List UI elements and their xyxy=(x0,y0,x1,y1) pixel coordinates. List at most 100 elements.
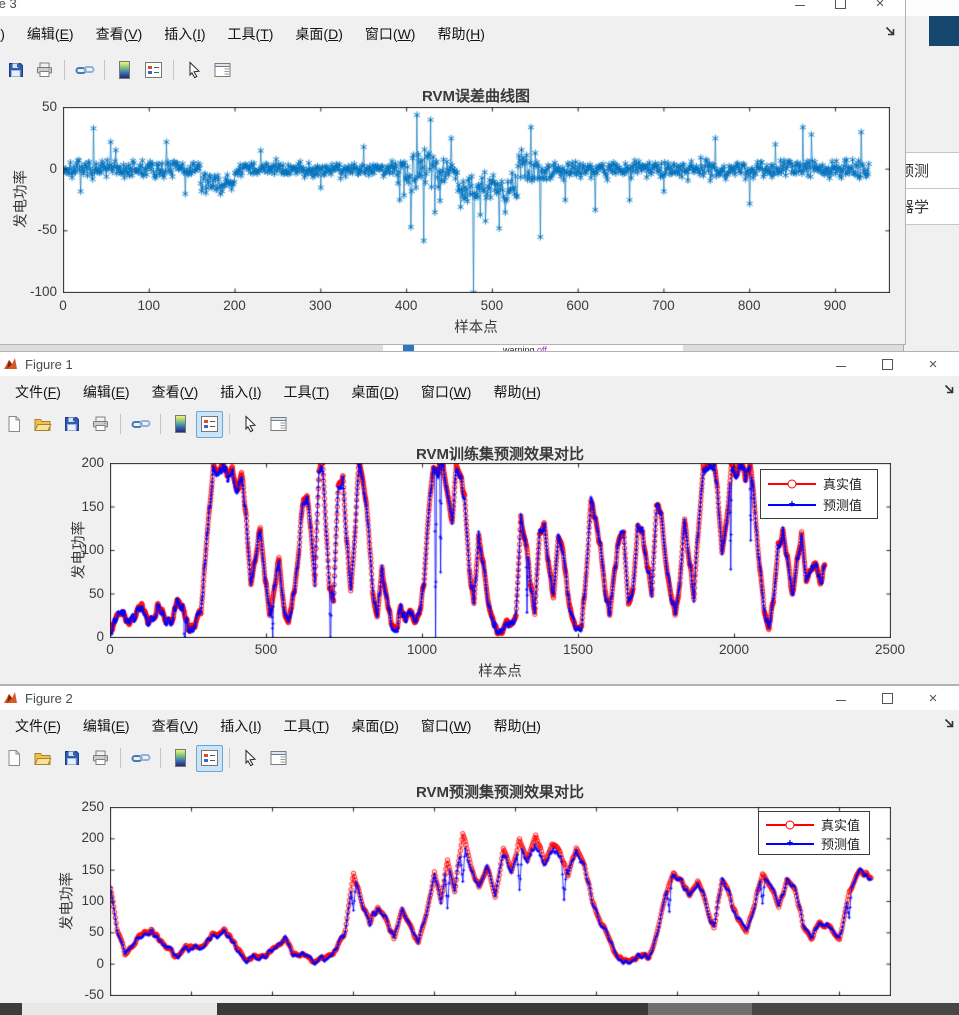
toolbar-separator xyxy=(229,748,230,768)
legend[interactable]: 真实值 +预测值 xyxy=(760,469,878,519)
y-tick-label: 50 xyxy=(54,586,104,601)
menu-item-v[interactable]: 查看(V) xyxy=(85,24,154,44)
legend-entry[interactable]: +预测值 xyxy=(766,834,862,853)
menu-item-t[interactable]: 工具(T) xyxy=(273,382,341,402)
figure1-window: Figure 1 × 文件(F)编辑(E)查看(V)插入(I)工具(T)桌面(D… xyxy=(0,352,959,684)
new-doc-button[interactable] xyxy=(0,745,27,772)
code-keyword: warning xyxy=(503,345,535,352)
toolbar-separator xyxy=(120,414,121,434)
legend-plus-marker-icon: + xyxy=(787,838,793,849)
menu-item-f[interactable]: 文件(F) xyxy=(4,382,72,402)
menu-item-h[interactable]: 帮助(H) xyxy=(426,24,495,44)
legend-entry[interactable]: 真实值 xyxy=(766,815,862,834)
legend-button[interactable] xyxy=(196,745,223,772)
legend-entry[interactable]: +预测值 xyxy=(768,495,870,514)
menu-item-f[interactable]: 文件(F) xyxy=(0,24,16,44)
minimize-button[interactable] xyxy=(818,352,864,376)
legend[interactable]: 真实值+预测值 xyxy=(758,811,870,855)
link-button[interactable] xyxy=(127,411,154,438)
desktop: warning off 预测 器学 Figure 3 × 文件(F)编辑(E)查… xyxy=(0,0,959,1015)
x-tick-label: 900 xyxy=(824,298,847,313)
titlebar[interactable]: Figure 1 xyxy=(0,352,959,376)
menu-item-v[interactable]: 查看(V) xyxy=(141,382,210,402)
menu-item-v[interactable]: 查看(V) xyxy=(141,716,210,736)
menu-item-e[interactable]: 编辑(E) xyxy=(72,382,141,402)
menu-item-w[interactable]: 窗口(W) xyxy=(410,382,483,402)
menu-item-w[interactable]: 窗口(W) xyxy=(354,24,427,44)
menu-item-e[interactable]: 编辑(E) xyxy=(16,24,85,44)
cursor-button[interactable] xyxy=(180,57,207,84)
menu-item-d[interactable]: 桌面(D) xyxy=(340,716,409,736)
save-button[interactable] xyxy=(2,57,29,84)
menu-item-d[interactable]: 桌面(D) xyxy=(340,382,409,402)
close-button[interactable]: × xyxy=(860,0,900,16)
colorbar-button[interactable] xyxy=(167,745,194,772)
inspector-button[interactable] xyxy=(265,411,292,438)
maximize-button[interactable] xyxy=(820,0,860,16)
menu-item-f[interactable]: 文件(F) xyxy=(4,716,72,736)
file-list-item[interactable]: 器学 xyxy=(904,188,959,225)
y-axis-label: 发电功率 xyxy=(68,521,89,579)
colorbar-button[interactable] xyxy=(167,411,194,438)
y-axis-label: 发电功率 xyxy=(56,872,77,930)
cursor-button[interactable] xyxy=(236,745,263,772)
link-button[interactable] xyxy=(127,745,154,772)
matlab-icon xyxy=(3,691,18,705)
maximize-button[interactable] xyxy=(864,352,910,376)
close-button[interactable]: × xyxy=(910,686,956,710)
inspector-button[interactable] xyxy=(209,57,236,84)
legend-entry[interactable]: 真实值 xyxy=(768,474,870,493)
toolbar xyxy=(0,408,959,441)
menu-item-i[interactable]: 插入(I) xyxy=(209,382,272,402)
menu-item-h[interactable]: 帮助(H) xyxy=(482,716,551,736)
print-button[interactable] xyxy=(87,745,114,772)
window-title: Figure 3 xyxy=(0,0,17,11)
save-button[interactable] xyxy=(58,745,85,772)
file-list-item[interactable]: 预测 xyxy=(904,152,959,189)
menu-item-i[interactable]: 插入(I) xyxy=(153,24,216,44)
menu-item-d[interactable]: 桌面(D) xyxy=(284,24,353,44)
figure3-window: Figure 3 × 文件(F)编辑(E)查看(V)插入(I)工具(T)桌面(D… xyxy=(0,0,905,344)
cursor-button[interactable] xyxy=(236,411,263,438)
x-tick-label: 200 xyxy=(223,298,246,313)
new-doc-button[interactable] xyxy=(0,411,27,438)
legend-line-sample: + xyxy=(766,838,814,849)
menu-item-t[interactable]: 工具(T) xyxy=(273,716,341,736)
menu-item-i[interactable]: 插入(I) xyxy=(209,716,272,736)
menu-item-e[interactable]: 编辑(E) xyxy=(72,716,141,736)
save-button[interactable] xyxy=(58,411,85,438)
close-button[interactable]: × xyxy=(910,352,956,376)
taskbar-segment xyxy=(0,1003,22,1015)
dock-arrow-icon[interactable] xyxy=(943,383,956,401)
maximize-button[interactable] xyxy=(864,686,910,710)
x-tick-label: 2000 xyxy=(719,642,749,657)
window-controls: × xyxy=(780,0,900,16)
titlebar[interactable]: Figure 3 xyxy=(0,0,905,16)
legend-label: 真实值 xyxy=(821,815,860,834)
x-tick-label: 500 xyxy=(255,642,278,657)
titlebar[interactable]: Figure 2 xyxy=(0,686,959,710)
open-button[interactable] xyxy=(29,745,56,772)
plot-area[interactable] xyxy=(63,107,890,293)
print-button[interactable] xyxy=(31,57,58,84)
colorbar-button[interactable] xyxy=(111,57,138,84)
minimize-button[interactable] xyxy=(818,686,864,710)
menu-item-t[interactable]: 工具(T) xyxy=(217,24,285,44)
print-button[interactable] xyxy=(87,411,114,438)
x-tick-label: 1500 xyxy=(563,642,593,657)
minimize-button[interactable] xyxy=(780,0,820,16)
legend-label: 真实值 xyxy=(823,474,862,493)
menu-item-h[interactable]: 帮助(H) xyxy=(482,382,551,402)
legend-button[interactable] xyxy=(140,57,167,84)
link-button[interactable] xyxy=(71,57,98,84)
legend-button[interactable] xyxy=(196,411,223,438)
dock-arrow-icon[interactable] xyxy=(943,717,956,735)
toolbar-separator xyxy=(229,414,230,434)
menu-item-w[interactable]: 窗口(W) xyxy=(410,716,483,736)
inspector-button[interactable] xyxy=(265,745,292,772)
open-button[interactable] xyxy=(29,411,56,438)
dock-arrow-icon[interactable] xyxy=(884,25,897,43)
menubar: 文件(F)编辑(E)查看(V)插入(I)工具(T)桌面(D)窗口(W)帮助(H) xyxy=(0,16,905,53)
y-axis-label: 发电功率 xyxy=(10,170,31,228)
toolbar-separator xyxy=(64,60,65,80)
